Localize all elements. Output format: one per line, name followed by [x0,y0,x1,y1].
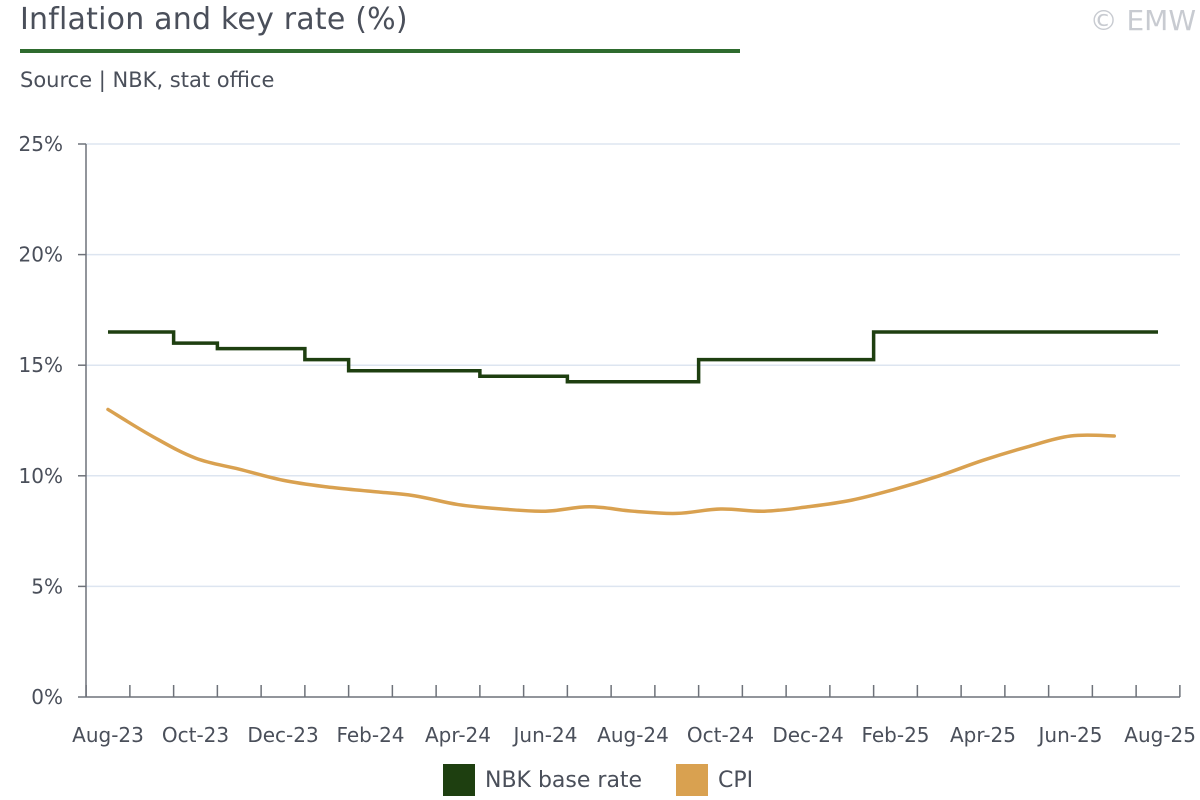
x-tick-label: Dec-24 [772,723,843,747]
title-underline [20,49,740,53]
x-tick-label: Dec-23 [247,723,318,747]
x-tick-label: Aug-24 [597,723,669,747]
legend-item-cpi: CPI [676,764,753,796]
y-tick-label: 0% [31,685,63,709]
legend-item-rate: NBK base rate [443,764,642,796]
x-tick-label: Oct-24 [687,723,754,747]
x-tick-label: Feb-24 [336,723,404,747]
series-lines [106,330,1158,516]
chart-area: 0% 5% 10% 15% 20% 25% Aug-23 Oct-23 Dec-23 Feb-2… [19,132,1196,747]
y-tick-label: 15% [19,353,63,377]
copyright-label: © EMW [1089,4,1196,37]
series-line-nbk-base-rate [108,330,1158,384]
axes [78,143,1181,698]
series-line-cpi [106,407,1116,516]
source-label: Source | NBK, stat office [20,68,275,92]
y-tick-label: 10% [19,464,63,488]
x-tick-label: Jun-24 [512,723,578,747]
y-tick-label: 20% [19,243,63,267]
x-axis-tick-labels: Aug-23 Oct-23 Dec-23 Feb-24 Apr-24 Jun-24 Aug-… [72,723,1196,747]
legend-label-cpi: CPI [718,767,754,793]
y-axis-tick-labels: 0% 5% 10% 15% 20% 25% [19,132,63,709]
x-tick-label: Jun-25 [1037,723,1103,747]
x-tick-label: Aug-25 [1124,723,1196,747]
x-tick-label: Feb-25 [861,723,929,747]
x-tick-label: Apr-25 [950,723,1016,747]
chart-title: Inflation and key rate (%) [20,2,408,37]
legend: NBK base rate CPI [0,764,1200,800]
legend-label-rate: NBK base rate [485,767,643,793]
y-tick-label: 25% [19,132,63,156]
y-tick-label: 5% [31,574,63,598]
x-tick-label: Oct-23 [162,723,229,747]
x-tick-label: Apr-24 [425,723,491,747]
x-tick-label: Aug-23 [72,723,144,747]
legend-swatch-cpi [676,764,708,796]
legend-swatch-rate [443,764,475,796]
grid-lines [86,143,1180,588]
